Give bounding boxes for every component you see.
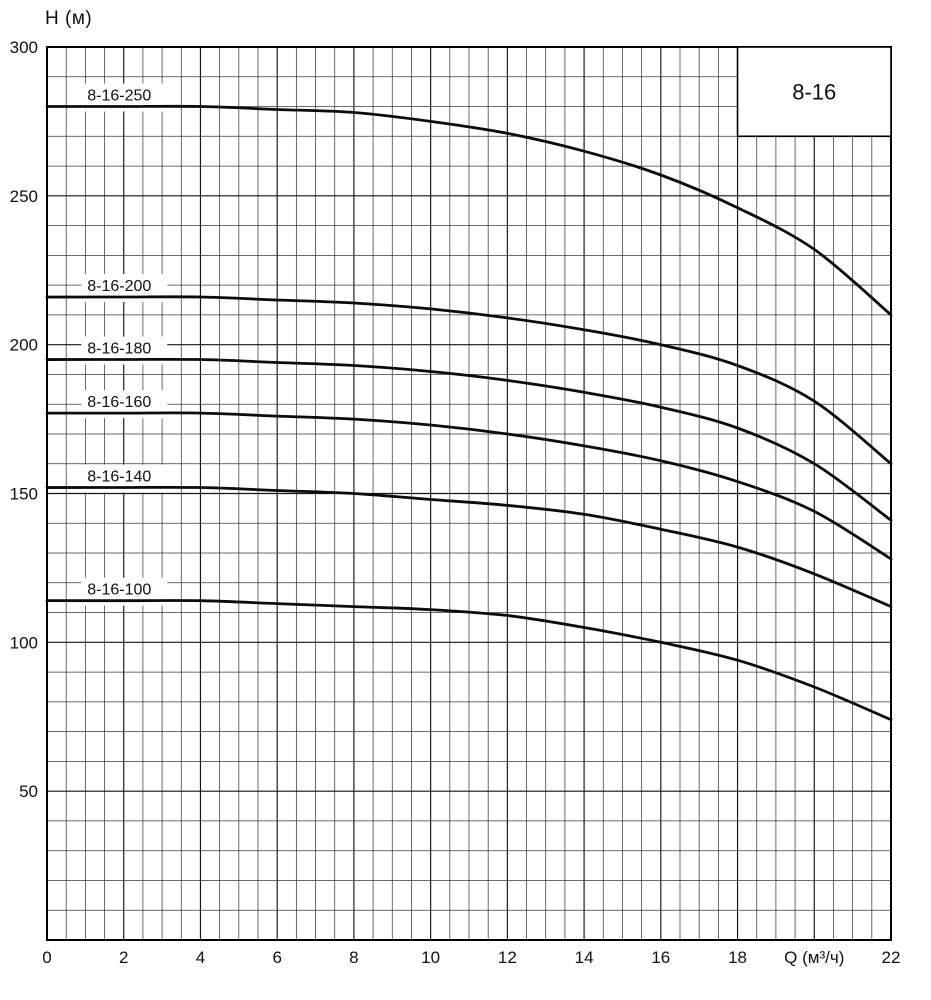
y-tick-label: 100	[10, 633, 38, 652]
series-family-box	[736, 46, 892, 138]
curve-label-8-16-200: 8-16-200	[87, 278, 151, 295]
y-tick-label: 250	[10, 187, 38, 206]
curve-8-16-140	[45, 485, 893, 608]
curve-8-16-160	[45, 411, 893, 561]
curve-label-8-16-100: 8-16-100	[87, 582, 151, 599]
x-tick-label: 4	[196, 948, 205, 967]
y-tick-label: 200	[10, 336, 38, 355]
x-tick-label: 22	[882, 948, 901, 967]
curve-8-16-100	[45, 599, 893, 722]
x-tick-label: 6	[272, 948, 281, 967]
x-tick-label: 18	[728, 948, 747, 967]
x-tick-label: 8	[349, 948, 358, 967]
x-tick-label: 14	[575, 948, 594, 967]
curve-label-8-16-180: 8-16-180	[87, 341, 151, 358]
curve-8-16-200	[45, 295, 893, 466]
x-axis-title: Q (м³/ч)	[784, 948, 844, 967]
y-tick-label: 50	[19, 782, 38, 801]
curve-label-8-16-250: 8-16-250	[87, 88, 151, 105]
x-tick-label: 16	[651, 948, 670, 967]
y-tick-label: 150	[10, 485, 38, 504]
curve-label-8-16-140: 8-16-140	[87, 469, 151, 486]
x-tick-label: 12	[498, 948, 517, 967]
x-tick-label: 2	[119, 948, 128, 967]
series-family-label: 8-16	[792, 80, 836, 105]
curve-label-8-16-160: 8-16-160	[87, 394, 151, 411]
x-tick-label: 10	[421, 948, 440, 967]
curve-8-16-250	[45, 104, 893, 317]
plot-border	[46, 46, 892, 941]
y-axis-title: H (м)	[45, 8, 93, 29]
curve-8-16-180	[45, 357, 893, 522]
y-tick-label: 300	[10, 38, 38, 57]
x-tick-label: 0	[42, 948, 51, 967]
